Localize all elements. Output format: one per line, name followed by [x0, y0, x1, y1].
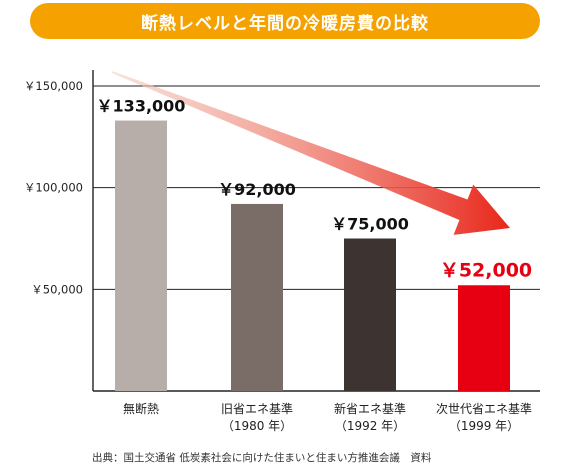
x-category-label: （1980 年）	[222, 419, 292, 433]
y-tick-label: ￥100,000	[24, 181, 83, 195]
y-tick-label: ￥50,000	[31, 282, 83, 296]
x-category-label: 新省エネ基準	[334, 401, 406, 416]
chart-title: 断熱レベルと年間の冷暖房費の比較	[141, 13, 429, 34]
bar	[115, 120, 167, 392]
bar	[231, 203, 283, 391]
x-category-label: 次世代省エネ基準	[436, 401, 532, 416]
bar-value-label: ￥75,000	[331, 215, 409, 234]
bar	[458, 285, 510, 391]
y-tick-label: ￥150,000	[24, 79, 83, 93]
source-note: 出典：国土交通省 低炭素社会に向けた住まいと住まい方推進会議 資料	[92, 452, 432, 464]
x-category-label: （1999 年）	[449, 419, 519, 433]
bar-value-label: ￥52,000	[440, 259, 532, 281]
title-banner: 断熱レベルと年間の冷暖房費の比較	[30, 3, 540, 39]
bar-value-label: ￥133,000	[97, 97, 186, 116]
bar	[344, 238, 396, 391]
bar-value-label: ￥92,000	[218, 180, 296, 199]
x-category-label: 無断熱	[123, 401, 159, 416]
trend-arrow-icon	[111, 71, 510, 235]
x-category-label: （1992 年）	[335, 419, 405, 433]
x-category-label: 旧省エネ基準	[221, 401, 293, 416]
